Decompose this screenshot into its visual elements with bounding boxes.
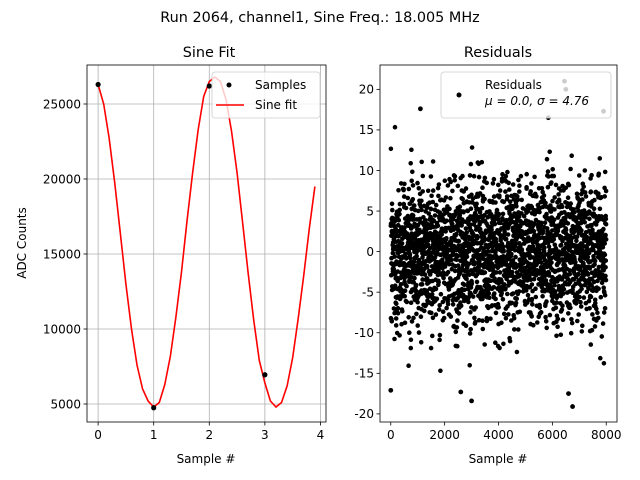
legend-residuals-line1: Residuals <box>485 78 542 92</box>
sample-point <box>206 83 212 89</box>
x-tick-label: 4 <box>317 428 325 442</box>
sine-fit-xlabel: Sample # <box>177 452 236 466</box>
x-tick-label: 4000 <box>483 428 514 442</box>
residuals-panel: Residuals 0 2000 4000 6000 8000 -20 -15 -10 -5 0 5… <box>354 45 621 466</box>
legend-samples-marker <box>226 82 232 88</box>
x-tick-label: 8000 <box>591 428 622 442</box>
y-tick-label: 25000 <box>43 97 81 111</box>
x-tick-label: 0 <box>94 428 102 442</box>
y-tick-label: -5 <box>362 285 374 299</box>
legend-residuals-line2: μ = 0.0, σ = 4.76 <box>484 94 589 108</box>
sine-fit-ylabel: ADC Counts <box>15 207 29 279</box>
legend-residuals-marker <box>456 92 462 98</box>
x-tick-label: 3 <box>261 428 269 442</box>
y-tick-label: -10 <box>354 326 374 340</box>
residual-outlier-point <box>469 398 474 404</box>
sine-fit-legend-frame <box>211 71 321 119</box>
residuals-ticks: 0 2000 4000 6000 8000 -20 -15 -10 -5 0 5 10 15 20 <box>354 83 621 442</box>
sine-fit-line <box>97 75 316 409</box>
y-tick-label: 10000 <box>43 322 81 336</box>
y-tick-label: 15 <box>359 123 374 137</box>
residual-outlier-point <box>566 391 571 397</box>
residual-points-cloud <box>388 124 609 374</box>
y-tick-label: 5000 <box>50 397 81 411</box>
sample-point <box>262 372 268 378</box>
residuals-xlabel: Sample # <box>469 452 528 466</box>
y-tick-label: 0 <box>366 245 374 259</box>
sine-fit-panel: Sine Fit 0 1 2 3 4 5000 10000 15000 20000 25000 S… <box>15 45 327 466</box>
residual-outlier-point <box>388 387 394 393</box>
x-tick-label: 0 <box>387 428 395 442</box>
y-tick-label: 15000 <box>43 247 81 261</box>
x-tick-label: 2 <box>205 428 213 442</box>
y-tick-label: 10 <box>359 164 374 178</box>
residuals-axes-frame <box>379 64 618 423</box>
y-tick-label: -15 <box>354 367 374 381</box>
residuals-series <box>388 78 609 409</box>
residuals-legend: Residuals μ = 0.0, σ = 4.76 <box>440 71 612 119</box>
x-tick-label: 6000 <box>537 428 568 442</box>
residual-outlier-point <box>570 404 575 409</box>
y-tick-label: -20 <box>354 407 374 421</box>
sine-fit-title: Sine Fit <box>183 45 236 61</box>
sample-point <box>95 81 101 88</box>
sine-fit-series <box>95 75 316 411</box>
legend-residuals-label: Residuals μ = 0.0, σ = 4.76 <box>484 78 589 108</box>
figure-suptitle: Run 2064, channel1, Sine Freq.: 18.005 M… <box>160 10 479 26</box>
sine-fit-axes-frame <box>86 64 327 423</box>
y-tick-label: 20 <box>359 83 374 97</box>
residuals-legend-frame <box>440 71 612 119</box>
y-tick-label: 5 <box>366 204 374 218</box>
residual-outlier-point <box>458 389 464 395</box>
sine-fit-legend: Samples Sine fit <box>211 71 321 119</box>
x-tick-label: 1 <box>150 428 158 442</box>
residual-outlier-point <box>417 106 423 112</box>
sine-fit-ticks: 0 1 2 3 4 5000 10000 15000 20000 25000 <box>43 97 324 442</box>
residuals-title: Residuals <box>464 45 532 61</box>
legend-sine-fit-label: Sine fit <box>255 98 297 112</box>
sample-point <box>151 405 157 411</box>
x-tick-label: 2000 <box>429 428 460 442</box>
y-tick-label: 20000 <box>43 172 81 186</box>
legend-samples-label: Samples <box>255 78 306 92</box>
